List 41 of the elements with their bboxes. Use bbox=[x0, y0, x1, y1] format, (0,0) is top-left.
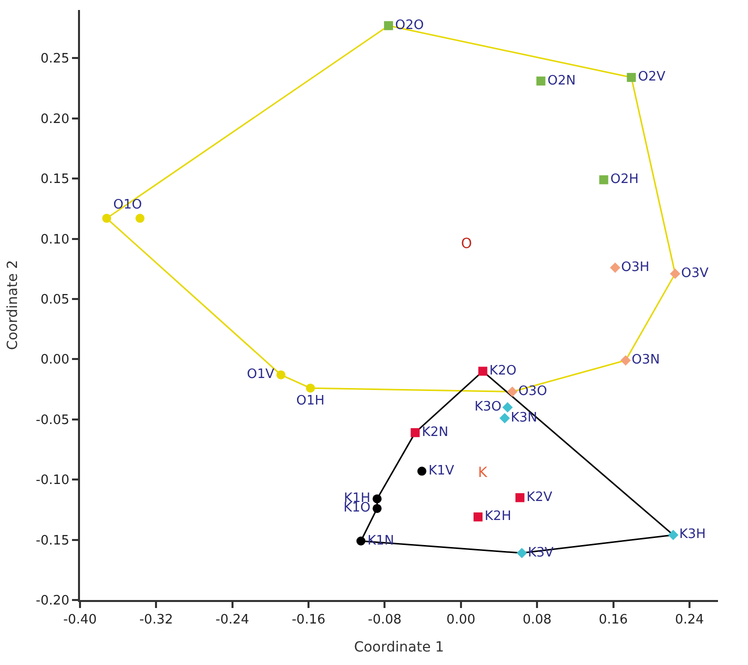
y-tick-label: -0.15 bbox=[36, 533, 70, 548]
data-label: O3V bbox=[681, 266, 709, 281]
data-label: K2O bbox=[489, 363, 516, 378]
y-axis-title: Coordinate 2 bbox=[4, 260, 21, 350]
x-tick-label: -0.40 bbox=[63, 612, 97, 628]
y-tick-label: 0.00 bbox=[40, 352, 70, 368]
data-label: K1V bbox=[428, 463, 454, 478]
data-label: O3H bbox=[621, 260, 650, 275]
data-label: K3N bbox=[510, 410, 538, 426]
data-label: K2V bbox=[526, 490, 552, 505]
y-tick-label: 0.15 bbox=[40, 172, 70, 188]
y-tick-label: -0.05 bbox=[36, 412, 70, 428]
y-tick-label: 0.20 bbox=[40, 112, 70, 127]
y-tick-label: 0.25 bbox=[40, 52, 70, 67]
data-label: O1H bbox=[296, 393, 325, 408]
x-tick-label: -0.24 bbox=[216, 612, 250, 628]
y-tick-label: -0.10 bbox=[36, 473, 70, 488]
x-tick-label: 0.00 bbox=[446, 612, 476, 628]
x-tick-label: -0.08 bbox=[368, 612, 402, 628]
data-label: O2N bbox=[548, 73, 576, 88]
x-axis-title: Coordinate 1 bbox=[354, 639, 444, 656]
x-tick-label: 0.24 bbox=[674, 612, 704, 628]
x-tick-label: -0.16 bbox=[292, 612, 326, 628]
data-label: O3N bbox=[632, 352, 660, 368]
annotation: O bbox=[461, 236, 472, 252]
y-tick-label: 0.05 bbox=[40, 292, 70, 308]
data-label: K3O bbox=[474, 400, 502, 415]
data-label: K3H bbox=[679, 527, 706, 542]
data-label: O3O bbox=[518, 384, 548, 399]
x-tick-label: 0.08 bbox=[522, 612, 552, 628]
data-label: K2N bbox=[422, 424, 448, 440]
x-tick-label: 0.16 bbox=[598, 612, 628, 628]
data-label: K2H bbox=[484, 509, 512, 524]
y-tick-label: 0.10 bbox=[40, 232, 70, 248]
y-tick-label: -0.20 bbox=[36, 594, 70, 609]
x-tick-label: -0.32 bbox=[139, 612, 173, 628]
data-label: O2O bbox=[395, 18, 424, 33]
annotation: K bbox=[478, 465, 488, 481]
data-label: O2V bbox=[638, 70, 666, 85]
data-label: O2H bbox=[610, 172, 639, 188]
data-label: O1V bbox=[246, 367, 274, 382]
